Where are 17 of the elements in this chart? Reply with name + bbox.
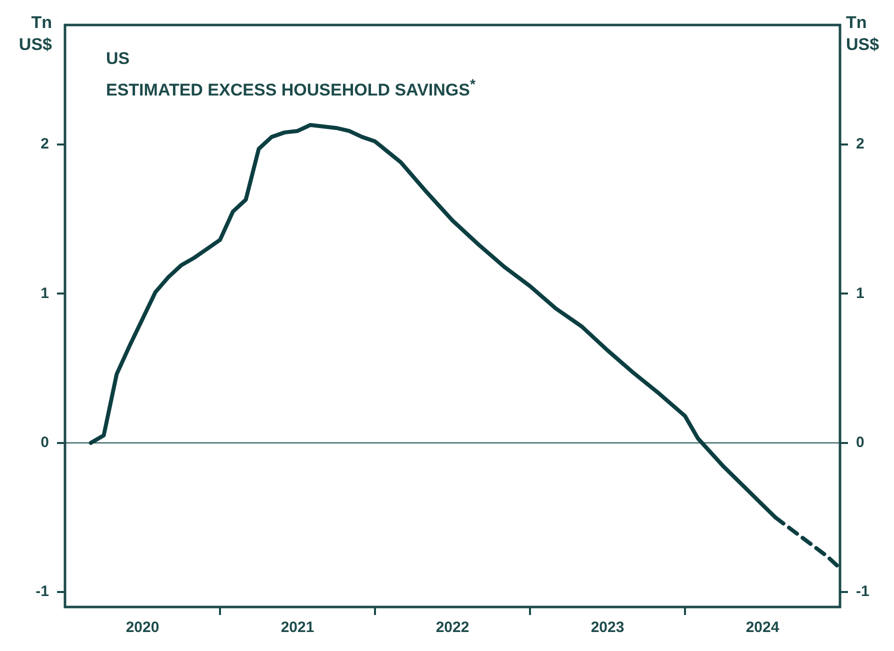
y2-tick-label: 2 bbox=[856, 136, 864, 153]
y2-tick-label: 0 bbox=[856, 434, 864, 451]
y-tick-label: 1 bbox=[40, 284, 49, 302]
text: US bbox=[106, 48, 131, 70]
x-tick-label: 2023 bbox=[590, 619, 624, 636]
y-tick-label: 2 bbox=[40, 136, 49, 153]
y2-tick-label: -1 bbox=[856, 583, 870, 600]
y-tick-label: 0 bbox=[40, 434, 49, 451]
y-axis-title: Tn US$ bbox=[18, 12, 52, 56]
x-tick-label: 2022 bbox=[436, 619, 470, 636]
y2-tick-label: 1 bbox=[856, 284, 864, 302]
y-tick-label: -1 bbox=[36, 583, 49, 600]
x-tick-label: 2021 bbox=[280, 619, 314, 636]
text: ESTIMATED EXCESS HOUSEHOLD SAVINGS$^{*}$ bbox=[106, 76, 476, 102]
y2-axis-title: Tn US$ bbox=[846, 12, 880, 56]
x-tick-label: 2020 bbox=[126, 619, 160, 636]
x-tick-label: 2024 bbox=[746, 619, 780, 636]
